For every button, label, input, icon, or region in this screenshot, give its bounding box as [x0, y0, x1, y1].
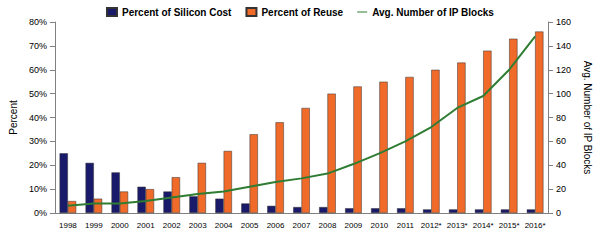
svg-text:1998: 1998: [59, 221, 77, 230]
svg-text:2004: 2004: [215, 221, 233, 230]
svg-text:2001: 2001: [137, 221, 155, 230]
svg-text:40%: 40%: [29, 113, 47, 123]
svg-text:2011: 2011: [397, 221, 415, 230]
svg-text:2007: 2007: [293, 221, 311, 230]
svg-text:2016*: 2016*: [525, 221, 546, 230]
svg-text:2005: 2005: [241, 221, 259, 230]
svg-text:80: 80: [556, 113, 566, 123]
svg-text:2012*: 2012*: [421, 221, 442, 230]
svg-text:80%: 80%: [29, 17, 47, 27]
svg-text:2006: 2006: [267, 221, 285, 230]
svg-text:2014*: 2014*: [473, 221, 494, 230]
svg-text:Avg. Number of IP Blocks: Avg. Number of IP Blocks: [582, 61, 593, 175]
svg-text:2009: 2009: [345, 221, 363, 230]
svg-text:40: 40: [556, 160, 566, 170]
svg-text:2015*: 2015*: [499, 221, 520, 230]
svg-text:2003: 2003: [189, 221, 207, 230]
svg-text:70%: 70%: [29, 41, 47, 51]
svg-text:Percent: Percent: [8, 100, 19, 135]
svg-text:2013*: 2013*: [447, 221, 468, 230]
svg-text:60%: 60%: [29, 65, 47, 75]
svg-text:60: 60: [556, 136, 566, 146]
svg-text:0: 0: [556, 208, 561, 218]
svg-text:160: 160: [556, 17, 571, 27]
svg-text:Percent of Silicon Cost: Percent of Silicon Cost: [122, 7, 232, 18]
svg-text:2008: 2008: [319, 221, 337, 230]
svg-text:20: 20: [556, 184, 566, 194]
svg-text:10%: 10%: [29, 184, 47, 194]
svg-text:1999: 1999: [85, 221, 103, 230]
svg-text:Avg. Number of IP Blocks: Avg. Number of IP Blocks: [372, 7, 494, 18]
svg-text:2010: 2010: [370, 221, 388, 230]
svg-text:50%: 50%: [29, 89, 47, 99]
svg-text:30%: 30%: [29, 136, 47, 146]
svg-text:120: 120: [556, 65, 571, 75]
svg-text:2000: 2000: [111, 221, 129, 230]
svg-text:140: 140: [556, 41, 571, 51]
svg-text:20%: 20%: [29, 160, 47, 170]
svg-text:Percent of Reuse: Percent of Reuse: [261, 7, 343, 18]
svg-text:100: 100: [556, 89, 571, 99]
svg-text:0%: 0%: [34, 208, 47, 218]
svg-text:2002: 2002: [163, 221, 181, 230]
